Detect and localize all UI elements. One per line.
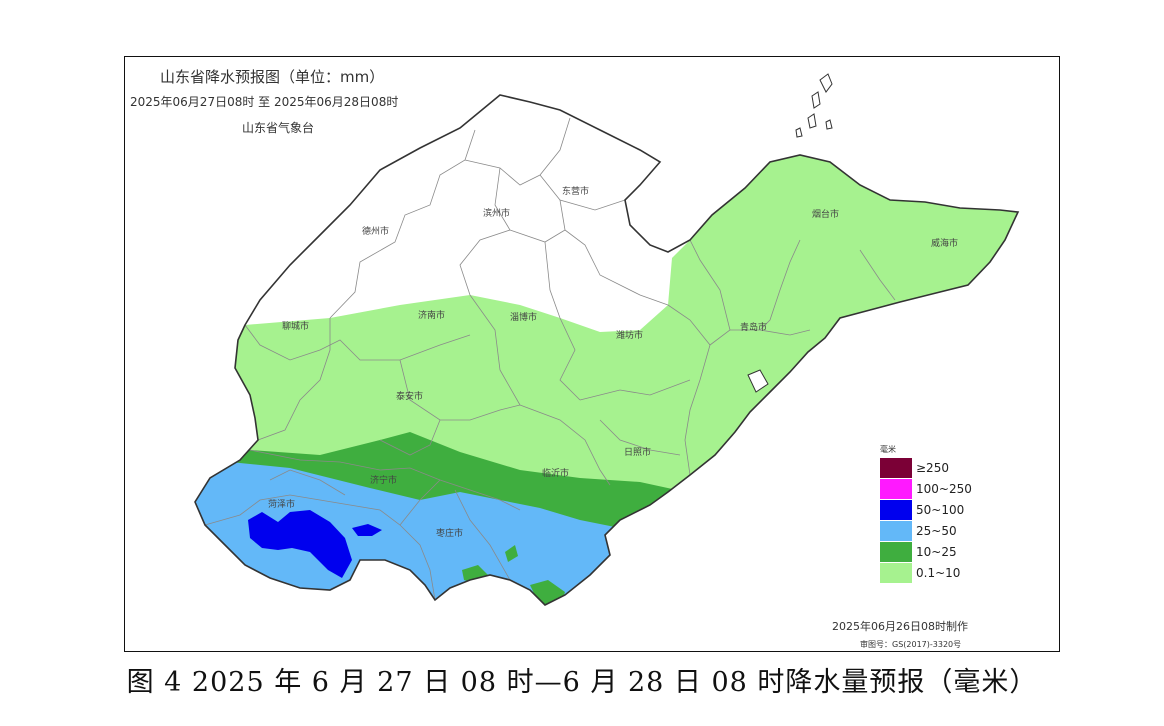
city-label-dezhou: 德州市 [362, 227, 390, 237]
legend-label: 10~25 [916, 544, 957, 559]
legend-swatch [880, 541, 912, 562]
legend-label: 100~250 [916, 481, 972, 496]
city-label-yantai: 烟台市 [812, 210, 840, 220]
legend-item: 10~25 [880, 541, 990, 562]
made-time: 2025年06月26日08时制作 [832, 620, 968, 633]
city-label-weifang: 潍坊市 [616, 331, 644, 341]
city-label-binzhou: 滨州市 [483, 209, 511, 219]
map-title: 山东省降水预报图（单位：mm） [160, 68, 385, 86]
legend-item: 25~50 [880, 520, 990, 541]
city-label-jinan: 济南市 [418, 311, 446, 321]
legend-unit: 毫米 [880, 445, 896, 454]
legend-label: 0.1~10 [916, 565, 961, 580]
city-label-jining: 济宁市 [370, 476, 398, 486]
legend-item: 50~100 [880, 499, 990, 520]
city-label-linyi: 临沂市 [542, 469, 570, 479]
city-label-zibo: 淄博市 [510, 313, 538, 323]
legend-swatch [880, 457, 912, 478]
city-boundaries [204, 117, 896, 601]
figure-caption: 图 4 2025 年 6 月 27 日 08 时—6 月 28 日 08 时降水… [126, 667, 1038, 698]
rain-patch-10-to-25 [505, 545, 518, 562]
legend-label: ≥250 [916, 460, 949, 475]
legend-swatch [880, 499, 912, 520]
map-review-number: 审图号：GS(2017)-3320号 [860, 640, 962, 649]
legend-item: 0.1~10 [880, 562, 990, 583]
city-label-weihai: 威海市 [931, 239, 959, 249]
legend-swatch [880, 478, 912, 499]
city-label-qingdao: 青岛市 [740, 323, 768, 333]
legend-item: 100~250 [880, 478, 990, 499]
rain-band-50-to-100 [248, 510, 352, 578]
legend-swatch [880, 562, 912, 583]
city-label-taian: 泰安市 [396, 392, 424, 402]
forecast-time-range: 2025年06月27日08时 至 2025年06月28日08时 [130, 95, 399, 109]
legend-swatch [880, 520, 912, 541]
city-label-liaocheng: 聊城市 [282, 322, 310, 332]
islands [747, 73, 833, 393]
city-label-zaozhuang: 枣庄市 [436, 529, 464, 539]
issuer-label: 山东省气象台 [242, 121, 315, 135]
legend-label: 50~100 [916, 502, 965, 517]
legend-item: ≥250 [880, 457, 990, 478]
rain-band-50-to-100 [352, 524, 382, 536]
city-label-rizhao: 日照市 [624, 448, 652, 458]
map-legend: 毫米 ≥250 100~250 50~100 25~50 10~25 0.1~10 [880, 444, 990, 583]
city-label-dongying: 东营市 [562, 187, 590, 197]
city-label-heze: 菏泽市 [268, 500, 296, 510]
legend-label: 25~50 [916, 523, 957, 538]
